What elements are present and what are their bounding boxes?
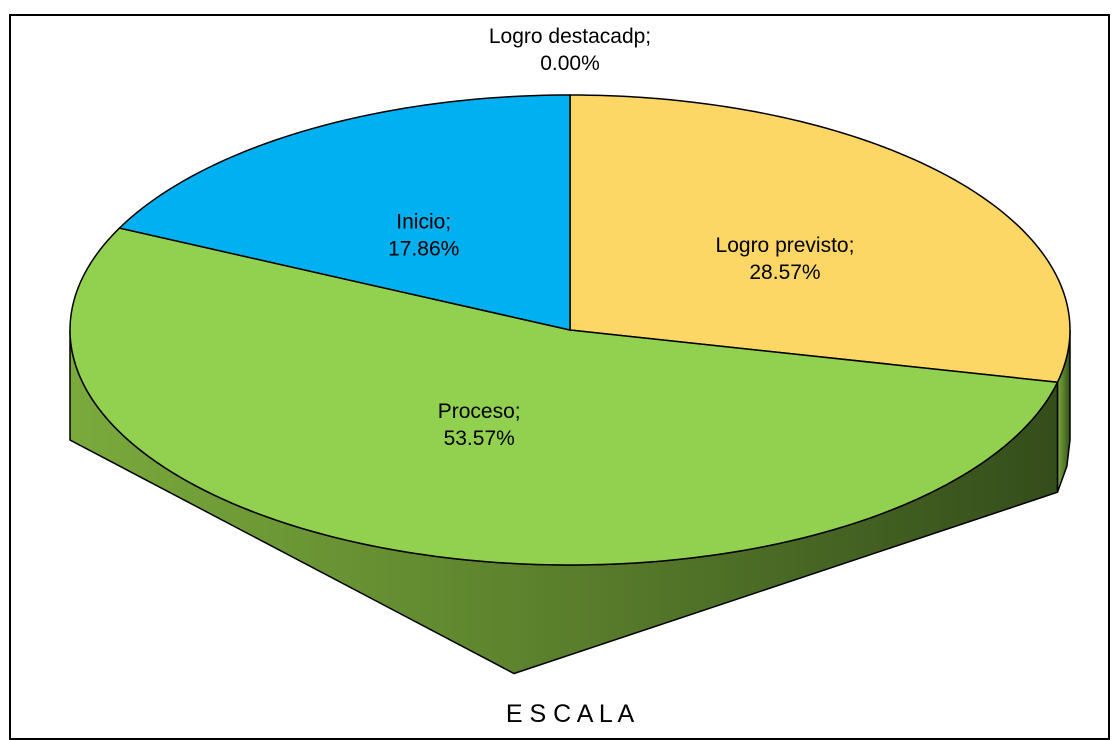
label-value: 17.86% xyxy=(388,238,459,261)
data-label: Inicio; 17.86% xyxy=(388,211,459,261)
label-category: Inicio; xyxy=(396,211,451,234)
label-category: Logro destacadp; xyxy=(489,25,651,48)
data-label: Proceso; 53.57% xyxy=(438,400,521,450)
label-category: Logro previsto; xyxy=(716,234,855,257)
pie-slice xyxy=(69,227,1059,566)
data-label: Logro destacadp; 0.00% xyxy=(489,25,651,75)
label-category: Proceso; xyxy=(438,400,521,423)
label-value: 0.00% xyxy=(540,52,600,75)
data-label: Logro previsto; 28.57% xyxy=(716,234,855,284)
pie-slice xyxy=(117,94,571,331)
pie-slice xyxy=(569,94,1071,384)
chart-title: E S C A L A xyxy=(506,700,635,728)
label-value: 28.57% xyxy=(749,261,820,284)
label-value: 53.57% xyxy=(444,427,515,450)
